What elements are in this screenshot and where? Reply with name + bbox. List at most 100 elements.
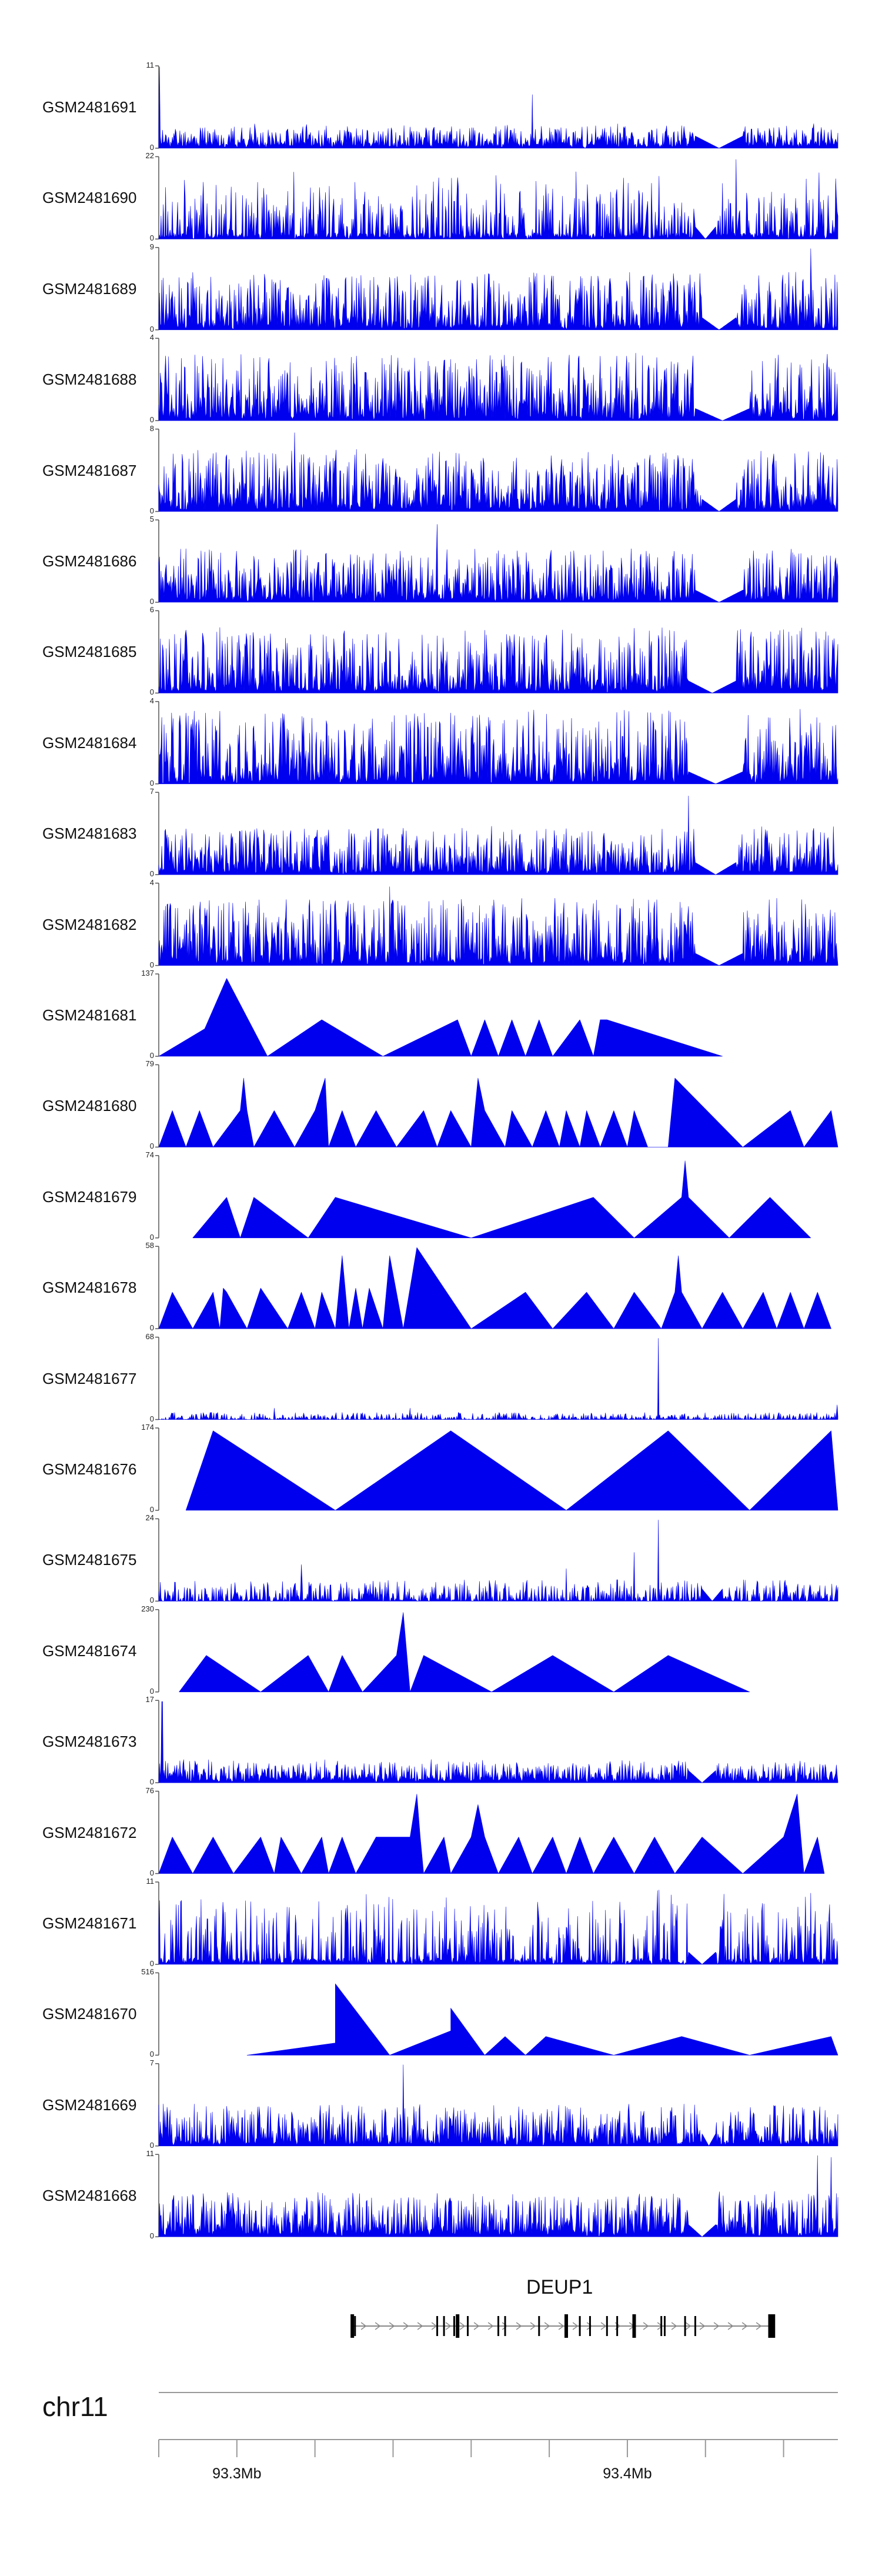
track-ymax-GSM2481678: 58 [145, 1241, 154, 1250]
gene-strand-arrow [699, 2322, 706, 2330]
track-signal-GSM2481672 [158, 1794, 825, 1874]
gene-strand-arrow [713, 2322, 720, 2330]
track-label-GSM2481674: GSM2481674 [42, 1641, 137, 1660]
track-label-GSM2481684: GSM2481684 [42, 733, 137, 752]
gene-strand-arrow [558, 2322, 564, 2330]
track-ymin-GSM2481687: 0 [149, 506, 154, 515]
gene-exon-9 [538, 2316, 540, 2336]
track-label-GSM2481690: GSM2481690 [42, 189, 137, 207]
gene-exon-2 [436, 2316, 439, 2336]
track-signal-GSM2481681 [158, 978, 723, 1057]
track-signal-GSM2481678 [158, 1247, 831, 1329]
track-label-GSM2481676: GSM2481676 [42, 1460, 137, 1478]
gene-strand-arrow [516, 2322, 522, 2330]
track-ymin-GSM2481670: 0 [149, 2050, 154, 2059]
track-ymin-GSM2481676: 0 [149, 1505, 154, 1514]
track-ymin-GSM2481682: 0 [149, 960, 154, 969]
gene-exon-5 [456, 2314, 460, 2338]
track-ymin-GSM2481675: 0 [149, 1596, 154, 1605]
gene-exon-12 [589, 2316, 591, 2336]
track-signal-GSM2481671 [158, 1890, 838, 1965]
gene-exon-10 [564, 2314, 568, 2338]
gene-strand-arrow [643, 2322, 649, 2330]
gene-exon-21 [771, 2314, 776, 2338]
track-ymin-GSM2481671: 0 [149, 1959, 154, 1968]
track-ymin-GSM2481688: 0 [149, 415, 154, 425]
track-ymin-GSM2481673: 0 [149, 1777, 154, 1787]
track-signal-GSM2481686 [158, 524, 838, 603]
track-ymax-GSM2481672: 76 [145, 1786, 154, 1795]
chromosome-label: chr11 [42, 2391, 108, 2422]
track-signal-GSM2481677 [158, 1338, 838, 1420]
track-signal-GSM2481669 [158, 2064, 838, 2147]
track-ymin-GSM2481680: 0 [149, 1142, 154, 1151]
track-ymin-GSM2481672: 0 [149, 1868, 154, 1877]
track-label-GSM2481670: GSM2481670 [42, 2005, 137, 2023]
track-ymax-GSM2481673: 17 [145, 1695, 154, 1704]
track-ymax-GSM2481686: 5 [149, 515, 154, 523]
track-ymax-GSM2481677: 68 [145, 1332, 154, 1341]
track-ymin-GSM2481681: 0 [149, 1051, 154, 1060]
gene-strand-arrow [389, 2322, 395, 2330]
gene-strand-arrow [600, 2322, 607, 2330]
track-label-GSM2481673: GSM2481673 [42, 1733, 137, 1751]
gene-strand-arrow [741, 2322, 748, 2330]
track-signal-GSM2481668 [158, 2155, 838, 2237]
track-ymin-GSM2481683: 0 [149, 869, 154, 879]
track-signal-GSM2481674 [179, 1612, 750, 1693]
track-signal-GSM2481673 [158, 1701, 838, 1783]
track-signal-GSM2481691 [158, 66, 838, 149]
track-ymax-GSM2481680: 79 [145, 1059, 154, 1069]
track-ymax-GSM2481670: 516 [141, 1967, 154, 1977]
track-ymin-GSM2481689: 0 [149, 324, 154, 333]
track-label-GSM2481678: GSM2481678 [42, 1279, 137, 1297]
gene-exon-3 [443, 2316, 445, 2336]
track-ymin-GSM2481690: 0 [149, 233, 154, 243]
track-signal-GSM2481682 [158, 886, 838, 966]
genomic-tick-label-6: 93.4Mb [603, 2465, 652, 2482]
gene-strand-arrow [544, 2322, 550, 2330]
track-label-GSM2481687: GSM2481687 [42, 461, 137, 479]
track-label-GSM2481685: GSM2481685 [42, 643, 137, 661]
track-ymax-GSM2481681: 137 [141, 969, 154, 977]
gene-strand-arrow [530, 2322, 536, 2330]
gene-strand-arrow [375, 2322, 381, 2330]
track-label-GSM2481689: GSM2481689 [42, 279, 137, 298]
track-ymin-GSM2481679: 0 [149, 1232, 154, 1242]
gene-strand-arrow [756, 2322, 762, 2330]
gene-exon-8 [504, 2316, 506, 2336]
gene-exon-15 [632, 2314, 636, 2338]
track-signal-GSM2481687 [158, 432, 838, 512]
track-signal-GSM2481679 [192, 1160, 811, 1239]
track-label-GSM2481682: GSM2481682 [42, 915, 137, 933]
track-ymin-GSM2481669: 0 [149, 2140, 154, 2150]
track-label-GSM2481691: GSM2481691 [42, 98, 137, 116]
track-ymin-GSM2481691: 0 [149, 143, 154, 152]
gene-exon-14 [616, 2316, 619, 2336]
track-label-GSM2481681: GSM2481681 [42, 1006, 137, 1024]
track-ymax-GSM2481679: 74 [145, 1150, 154, 1159]
gene-exon-11 [579, 2316, 581, 2336]
track-ymin-GSM2481674: 0 [149, 1686, 154, 1696]
track-ymax-GSM2481683: 7 [149, 787, 154, 796]
track-ymax-GSM2481690: 22 [145, 151, 154, 161]
gene-name: DEUP1 [526, 2276, 593, 2298]
gene-exon-16 [660, 2316, 663, 2336]
track-label-GSM2481671: GSM2481671 [42, 1914, 137, 1932]
track-ymax-GSM2481691: 11 [146, 61, 155, 69]
track-ymin-GSM2481677: 0 [149, 1414, 154, 1423]
gene-strand-arrow [403, 2322, 409, 2330]
track-ymax-GSM2481687: 8 [149, 423, 154, 433]
track-signal-GSM2481690 [158, 159, 838, 239]
track-signal-GSM2481683 [158, 796, 838, 875]
track-signal-GSM2481676 [185, 1430, 838, 1511]
track-label-GSM2481686: GSM2481686 [42, 552, 137, 570]
track-label-GSM2481679: GSM2481679 [42, 1187, 137, 1206]
track-label-GSM2481683: GSM2481683 [42, 825, 137, 843]
track-ymax-GSM2481685: 6 [149, 605, 154, 615]
track-signal-GSM2481680 [158, 1077, 838, 1147]
track-ymin-GSM2481686: 0 [149, 597, 154, 606]
gene-exon-18 [684, 2316, 686, 2336]
